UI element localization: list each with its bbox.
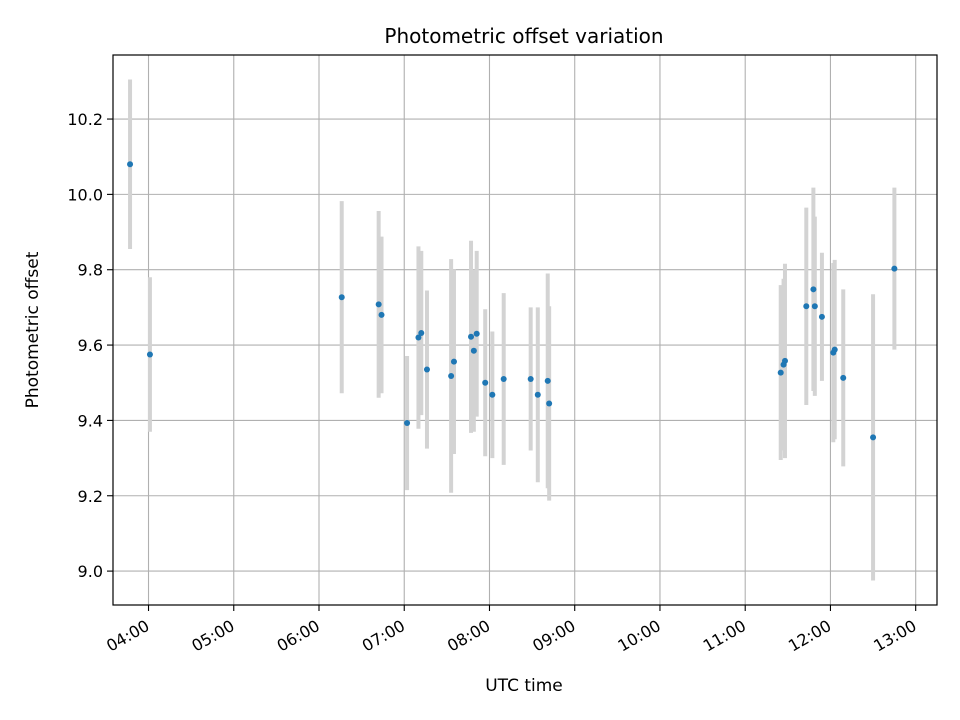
y-axis-label: Photometric offset <box>23 251 43 408</box>
plot-frame <box>112 54 938 606</box>
data-point <box>375 301 382 308</box>
y-tick-label: 9.2 <box>78 487 103 506</box>
data-point <box>473 330 480 337</box>
data-point <box>777 369 784 376</box>
data-point <box>489 391 496 398</box>
x-tick-label: 08:00 <box>444 616 493 656</box>
x-tick-label: 09:00 <box>529 616 578 656</box>
y-axis-ticks: 9.0 9.2 9.4 9.6 9.8 10.0 10.2 <box>67 110 113 581</box>
data-point <box>500 375 507 382</box>
data-point <box>482 379 489 386</box>
y-tick-label: 10.0 <box>67 185 103 204</box>
data-point <box>781 357 788 364</box>
x-tick-label: 12:00 <box>785 616 834 656</box>
y-tick-label: 10.2 <box>67 110 103 129</box>
data-point <box>810 286 817 293</box>
data-point <box>891 265 898 272</box>
data-point <box>450 358 457 365</box>
data-point <box>831 346 838 353</box>
data-point <box>818 313 825 320</box>
x-axis-label: UTC time <box>485 676 563 696</box>
data-point <box>415 334 422 341</box>
data-point <box>546 400 553 407</box>
x-tick-label: 11:00 <box>700 616 749 656</box>
data-point <box>534 391 541 398</box>
data-point <box>127 161 134 168</box>
data-point <box>404 420 411 427</box>
x-axis-ticks: 04:00 05:00 06:00 07:00 08:00 09:00 10:00 11:00… <box>103 605 920 656</box>
x-tick-label: 10:00 <box>615 616 664 656</box>
x-tick-label: 07:00 <box>359 616 408 656</box>
error-bars <box>128 79 897 581</box>
data-point <box>870 434 877 441</box>
y-tick-label: 9.0 <box>78 562 103 581</box>
data-point <box>527 375 534 382</box>
grid-lines <box>113 55 937 605</box>
x-tick-label: 04:00 <box>103 616 152 656</box>
data-point <box>146 351 153 358</box>
data-point <box>423 366 430 373</box>
data-point <box>470 347 477 354</box>
data-point <box>811 303 818 310</box>
data-point <box>468 333 475 340</box>
x-tick-label: 06:00 <box>274 616 323 656</box>
data-point <box>840 374 847 381</box>
data-point <box>448 372 455 379</box>
data-point <box>338 294 345 301</box>
y-tick-label: 9.8 <box>78 261 103 280</box>
data-point <box>803 303 810 310</box>
x-tick-label: 05:00 <box>188 616 237 656</box>
data-point <box>418 330 425 337</box>
x-tick-label: 13:00 <box>870 616 919 656</box>
y-tick-label: 9.4 <box>78 411 103 430</box>
data-points <box>127 161 898 441</box>
data-point <box>378 311 385 318</box>
data-point <box>544 377 551 384</box>
y-tick-label: 9.6 <box>78 336 103 355</box>
chart-title: Photometric offset variation <box>384 24 663 48</box>
